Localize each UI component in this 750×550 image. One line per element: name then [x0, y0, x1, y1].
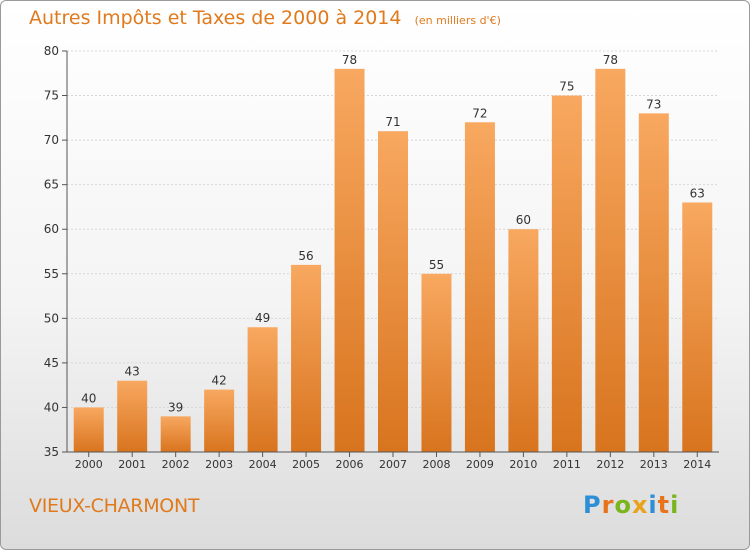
- bar: [291, 264, 322, 452]
- data-label: 42: [211, 374, 226, 388]
- x-tick-label: 2005: [292, 458, 320, 471]
- axes: 35 40 45 50 55 60 65 70 75 80 2000 2001 2002 2003 2004…: [44, 44, 719, 471]
- data-label: 63: [690, 186, 705, 200]
- y-tick-label: 35: [44, 445, 59, 459]
- bar: [334, 68, 365, 453]
- logo-letter: r: [601, 491, 615, 519]
- x-tick-label: 2011: [553, 458, 581, 471]
- y-tick-label: 80: [44, 44, 59, 58]
- y-tick-label: 65: [44, 178, 59, 192]
- x-tick-label: 2014: [683, 458, 711, 471]
- data-label: 60: [516, 213, 531, 227]
- x-tick-label: 2012: [596, 458, 624, 471]
- y-tick-label: 60: [44, 222, 59, 236]
- chart-subtitle: (en milliers d'€): [414, 14, 501, 27]
- data-label: 78: [342, 53, 357, 67]
- chart-title-block: Autres Impôts et Taxes de 2000 à 2014 (e…: [29, 7, 501, 29]
- bar: [638, 113, 669, 452]
- bar: [682, 202, 713, 452]
- data-label: 71: [385, 115, 400, 129]
- x-tick-label: 2008: [422, 458, 450, 471]
- data-label: 75: [559, 80, 574, 94]
- y-tick-label: 45: [44, 356, 59, 370]
- bar: [204, 389, 235, 452]
- x-tick-label: 2003: [205, 458, 233, 471]
- bars: [73, 68, 713, 453]
- data-label: 55: [429, 258, 444, 272]
- y-tick-label: 70: [44, 133, 59, 147]
- value-labels: 40 43 39 42 49 56 78 71 55 72 60 75 78 73 63: [81, 53, 705, 415]
- bar: [378, 131, 408, 452]
- bar: [464, 122, 495, 453]
- data-label: 43: [125, 365, 140, 379]
- bar: [421, 273, 452, 452]
- y-tick-label: 55: [44, 267, 59, 281]
- data-label: 40: [81, 391, 96, 405]
- logo-letter: x: [631, 491, 649, 519]
- x-tick-label: 2013: [640, 458, 668, 471]
- y-tick-label: 50: [44, 311, 59, 325]
- bar: [595, 68, 626, 453]
- y-tick-label: 75: [44, 89, 59, 103]
- bar: [508, 229, 539, 452]
- logo-letter: o: [614, 491, 632, 519]
- y-tick-label: 40: [44, 400, 59, 414]
- bar: [117, 380, 148, 452]
- x-tick-label: 2000: [75, 458, 103, 471]
- bar: [160, 416, 191, 452]
- x-tick-label: 2007: [379, 458, 407, 471]
- logo-letter: i: [670, 491, 680, 519]
- x-tick-label: 2002: [162, 458, 190, 471]
- commune-name: VIEUX-CHARMONT: [29, 495, 200, 517]
- data-label: 78: [603, 53, 618, 67]
- data-label: 49: [255, 311, 270, 325]
- bar: [551, 95, 582, 453]
- data-label: 39: [168, 400, 183, 414]
- x-tick-label: 2009: [466, 458, 494, 471]
- data-label: 72: [472, 106, 487, 120]
- x-tick-label: 2001: [118, 458, 146, 471]
- proxiti-logo: Proxiti: [583, 491, 679, 519]
- data-label: 56: [298, 249, 313, 263]
- logo-letter: P: [583, 491, 602, 519]
- logo-letter: i: [648, 491, 658, 519]
- x-tick-label: 2010: [509, 458, 537, 471]
- x-tick-label: 2004: [249, 458, 277, 471]
- chart-title: Autres Impôts et Taxes de 2000 à 2014: [29, 7, 402, 29]
- logo-letter: t: [657, 491, 671, 519]
- x-tick-label: 2006: [336, 458, 364, 471]
- bar: [247, 327, 278, 452]
- bar: [73, 407, 104, 452]
- data-label: 73: [646, 97, 661, 111]
